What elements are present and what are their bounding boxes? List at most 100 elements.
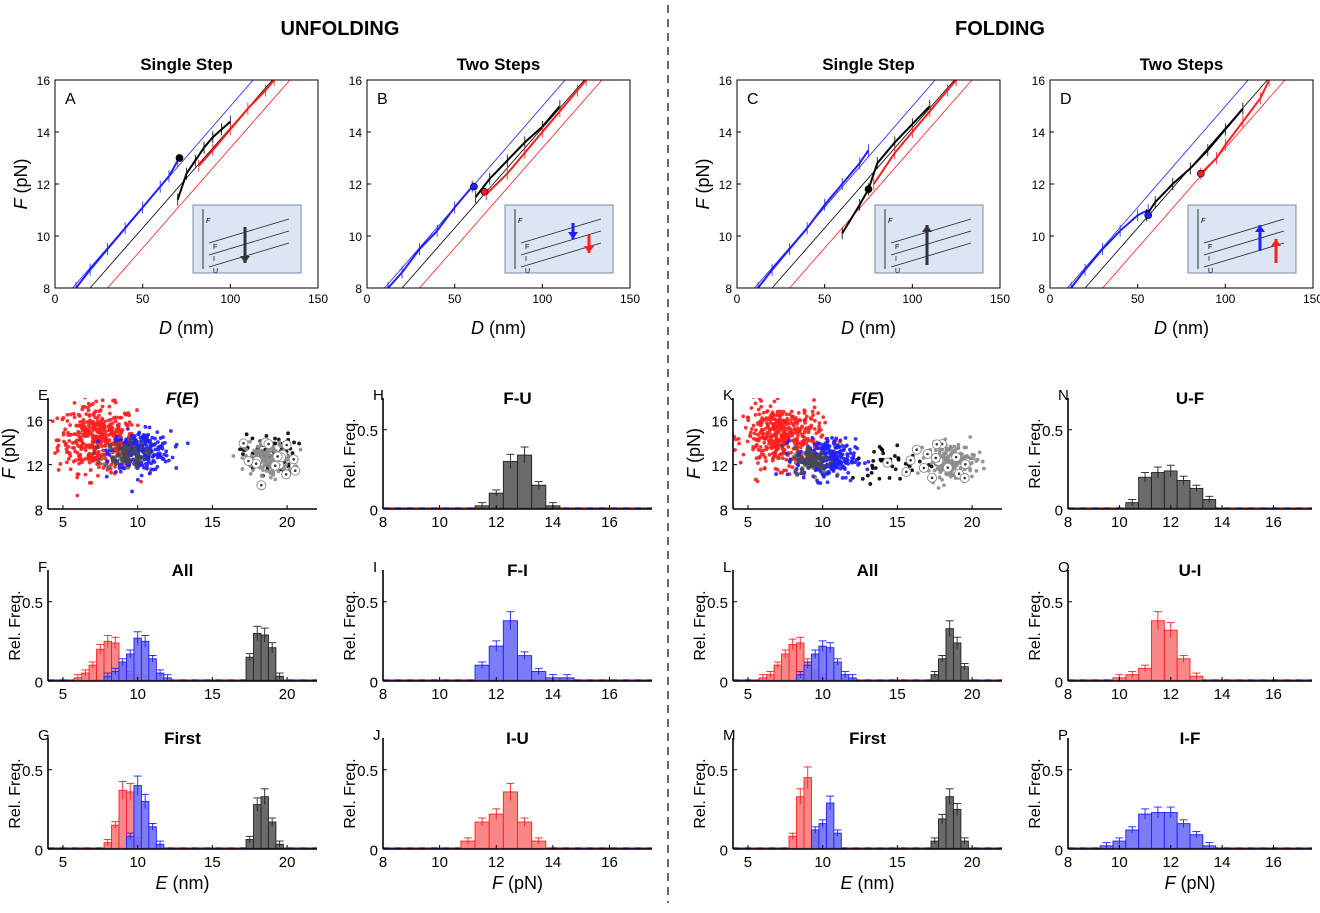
chart-title: Single Step	[140, 55, 233, 74]
scatter-point	[840, 476, 845, 480]
scatter-point	[264, 433, 269, 438]
scatter-point	[99, 444, 104, 449]
scatter-point	[168, 429, 173, 433]
y-tick-label: 10	[37, 230, 51, 244]
scatter-point	[848, 478, 853, 483]
scatter-point	[105, 439, 110, 444]
scatter-point	[816, 461, 821, 467]
scatter-point	[829, 459, 834, 464]
scatter-point	[120, 465, 125, 470]
x-tick-label: 8	[1064, 686, 1072, 703]
y-axis-label: Rel. Freq.	[7, 590, 24, 660]
x-tick-label: 5	[744, 514, 752, 531]
scatter-point	[800, 439, 805, 444]
scatter-point	[75, 475, 80, 480]
y-tick-label: 0.5	[357, 423, 378, 440]
scatter-point	[55, 449, 60, 453]
scatter-point	[244, 432, 249, 437]
x-tick-label: 5	[744, 686, 752, 703]
scatter-point	[112, 455, 118, 460]
scatter-point	[64, 441, 68, 446]
scatter-point	[830, 436, 834, 440]
hist-bar	[1176, 823, 1191, 849]
scatter-point	[68, 467, 73, 472]
scatter-point	[784, 451, 789, 456]
scatter-point	[819, 446, 824, 450]
x-axis-unit: (nm)	[1172, 318, 1209, 338]
scatter-point	[118, 437, 123, 442]
y-tick-label: 0	[35, 675, 43, 692]
scatter-point	[764, 447, 769, 452]
x-tick-label: 5	[744, 854, 752, 871]
x-tick-label: 16	[601, 514, 618, 531]
scatter-point	[737, 441, 741, 446]
panel-label: G	[38, 727, 50, 744]
y-tick-label: 0	[720, 675, 728, 692]
ref-line-F	[1067, 80, 1249, 288]
scatter-point	[160, 441, 165, 446]
inset-branch-label: F	[895, 244, 899, 251]
scatter-point	[113, 440, 118, 446]
scatter-point	[82, 424, 87, 429]
scatter-point	[751, 447, 755, 452]
y-tick-label: 10	[349, 230, 363, 244]
scatter-point	[756, 422, 760, 427]
inset-branch-label: I	[525, 256, 527, 263]
scatter-ring-dot	[292, 458, 295, 461]
scatter-ring	[882, 439, 971, 483]
scatter-point	[66, 430, 70, 435]
x-axis-var: F	[1164, 873, 1176, 893]
scatter-point	[786, 421, 791, 426]
scatter-point	[160, 456, 165, 461]
x-tick-label: 10	[814, 686, 831, 703]
scatter-point	[138, 440, 144, 445]
scatter-point	[797, 389, 801, 393]
y-tick-label: 16	[26, 414, 43, 431]
inset-branch-label: F	[1208, 244, 1212, 251]
chart-M: 5 10 15 20 0 0.5 M First E (nm) Rel. Freq.	[692, 727, 1002, 893]
scatter-point	[758, 467, 763, 472]
scatter-point	[817, 424, 822, 429]
scatter-point	[817, 428, 821, 432]
scatter-point	[132, 445, 138, 450]
scatter-point	[944, 451, 948, 456]
scatter-point	[72, 411, 76, 416]
scatter-dark	[779, 443, 840, 480]
scatter-point	[842, 467, 847, 471]
scatter-point	[878, 457, 883, 462]
scatter-point	[745, 439, 750, 444]
y-tick-label: 0.5	[22, 595, 43, 612]
y-tick-label: 12	[26, 458, 43, 475]
scatter-point	[791, 454, 797, 459]
scatter-point	[761, 448, 766, 453]
scatter-point	[118, 469, 123, 474]
scatter-point	[881, 451, 886, 456]
scatter-point	[56, 467, 61, 472]
scatter-point	[812, 426, 817, 431]
scatter-point	[92, 434, 97, 439]
scatter-point	[128, 436, 134, 442]
y-tick-label: 12	[1032, 178, 1046, 192]
scatter-point	[84, 412, 89, 417]
scatter-point	[103, 419, 107, 424]
scatter-point	[103, 443, 108, 448]
title-part: E	[182, 389, 194, 408]
scatter-point	[940, 477, 944, 482]
scatter-point	[264, 449, 269, 454]
x-axis-var: E	[840, 873, 853, 893]
title-part: E	[867, 389, 879, 408]
scatter-point	[795, 449, 801, 454]
scatter-ring-dot	[254, 462, 258, 465]
scatter-point	[77, 461, 81, 466]
folding-header: FOLDING	[955, 18, 1045, 40]
scatter-point	[974, 468, 979, 473]
scatter-point	[155, 455, 160, 460]
scatter-point	[776, 420, 780, 424]
plot-area	[383, 782, 652, 849]
scatter-point	[785, 472, 790, 477]
y-axis-var: F	[0, 467, 19, 479]
trace-blue	[1070, 209, 1149, 288]
y-axis-label: F (pN)	[11, 158, 31, 209]
